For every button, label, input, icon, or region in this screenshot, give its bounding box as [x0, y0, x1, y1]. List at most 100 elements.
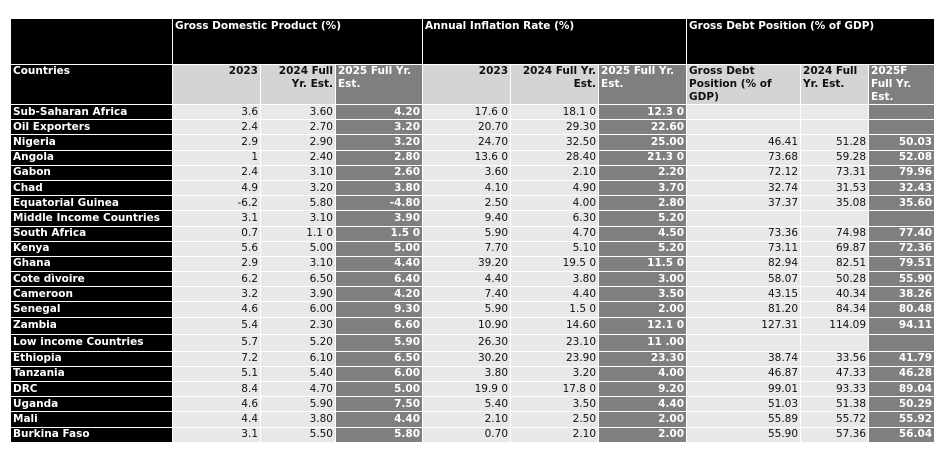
value-cell: 55.90	[686, 426, 802, 443]
value-cell: 1	[172, 149, 261, 166]
value-cell: 2.20	[598, 164, 688, 181]
value-cell: 4.9	[172, 179, 261, 197]
value-cell: 1.5 0	[334, 225, 424, 242]
value-cell: 114.09	[800, 316, 870, 335]
value-cell: 4.70	[260, 380, 336, 398]
value-cell: 3.60	[260, 103, 336, 121]
value-cell: 55.90	[868, 271, 936, 288]
value-cell: 57.36	[800, 426, 870, 443]
value-cell: 46.87	[686, 365, 802, 383]
value-cell: 29.30	[510, 119, 600, 136]
value-cell: 0.70	[422, 426, 512, 443]
value-cell: 17.6 0	[422, 103, 512, 121]
table-row: Mali 4.4 3.80 4.40 2.10 2.50 2.00 55.89 55.72 55.…	[10, 411, 936, 428]
column-header: Gross Debt Position (% of GDP)	[686, 64, 802, 105]
value-cell: 3.80	[334, 179, 424, 197]
value-cell: 5.40	[260, 365, 336, 383]
table-row: Uganda 4.6 5.90 7.50 5.40 3.50 4.40 51.03 51.38 5…	[10, 396, 936, 413]
table-row: Cote dìvoire 6.2 6.50 6.40 4.40 3.80 3.00 58.07…	[10, 271, 936, 288]
value-cell: 5.00	[334, 240, 424, 257]
value-cell: 4.40	[334, 411, 424, 428]
country-name: Low income Countries	[10, 333, 173, 352]
country-name: Middle Income Countries	[10, 210, 173, 227]
value-cell: 35.60	[868, 195, 936, 212]
column-header: 2024 Full Yr. Est.	[800, 64, 870, 105]
value-cell: 3.20	[334, 134, 424, 151]
value-cell: 3.50	[510, 396, 600, 413]
value-cell: 20.70	[422, 119, 512, 136]
column-header: 2025F Full Yr. Est.	[868, 64, 936, 105]
value-cell: 39.20	[422, 255, 512, 273]
value-cell: 51.03	[686, 396, 802, 413]
value-cell: 4.40	[510, 286, 600, 303]
value-cell: 3.10	[260, 255, 336, 273]
empty-cell	[800, 333, 870, 352]
column-header: 2023	[172, 64, 261, 105]
value-cell: 2.30	[260, 316, 336, 335]
value-cell: 46.28	[868, 365, 936, 383]
value-cell: 21.3 0	[598, 149, 688, 166]
value-cell: 4.20	[334, 103, 424, 121]
value-cell: 3.10	[260, 164, 336, 181]
value-cell: 7.50	[334, 396, 424, 413]
value-cell: 38.26	[868, 286, 936, 303]
table-row: Ethiopia 7.2 6.10 6.50 30.20 23.90 23.30 38.74 3…	[10, 350, 936, 367]
value-cell: 3.6	[172, 103, 261, 121]
value-cell: 6.40	[334, 271, 424, 288]
value-cell: 5.90	[334, 333, 424, 352]
value-cell: 52.08	[868, 149, 936, 166]
table-row: Sub-Saharan Africa 3.6 3.60 4.20 17.6 0 18.1 …	[10, 103, 936, 121]
value-cell: 5.4	[172, 316, 261, 335]
value-cell: 6.50	[334, 350, 424, 367]
empty-cell	[800, 210, 870, 227]
value-cell: 9.30	[334, 301, 424, 318]
table-row: Middle Income Countries 3.1 3.10 3.90 9.40 6.…	[10, 210, 936, 227]
value-cell: 41.79	[868, 350, 936, 367]
value-cell: 12.1 0	[598, 316, 688, 335]
value-cell: 5.40	[422, 396, 512, 413]
country-name: Sub-Saharan Africa	[10, 103, 173, 121]
country-name: Uganda	[10, 396, 173, 413]
group-header: Gross Domestic Product (%)	[171, 18, 424, 65]
value-cell: 2.10	[510, 426, 600, 443]
country-name: Gabon	[10, 164, 173, 181]
value-cell: 51.28	[800, 134, 870, 151]
table-row: Senegal 4.6 6.00 9.30 5.90 1.5 0 2.00 81.20 84.3…	[10, 301, 936, 318]
value-cell: 32.43	[868, 179, 936, 197]
value-cell: 5.1	[172, 365, 261, 383]
value-cell: 25.00	[598, 134, 688, 151]
value-cell: 19.9 0	[422, 380, 512, 398]
value-cell: 19.5 0	[510, 255, 600, 273]
empty-cell	[686, 119, 802, 136]
country-name: Equatorial Guinea	[10, 195, 173, 212]
value-cell: 3.20	[260, 179, 336, 197]
value-cell: 2.40	[260, 149, 336, 166]
country-name: South Africa	[10, 225, 173, 242]
value-cell: 4.70	[510, 225, 600, 242]
value-cell: 5.6	[172, 240, 261, 257]
value-cell: 3.10	[260, 210, 336, 227]
value-cell: 5.80	[260, 195, 336, 212]
empty-cell	[800, 103, 870, 121]
value-cell: 12.3 0	[598, 103, 688, 121]
value-cell: 4.40	[598, 396, 688, 413]
value-cell: 3.00	[598, 271, 688, 288]
column-header: 2025 Full Yr. Est.	[334, 64, 424, 105]
value-cell: 46.41	[686, 134, 802, 151]
country-name: Tanzania	[10, 365, 173, 383]
value-cell: 31.53	[800, 179, 870, 197]
country-name: Ethiopia	[10, 350, 173, 367]
value-cell: 4.6	[172, 301, 261, 318]
value-cell: 3.90	[260, 286, 336, 303]
value-cell: 32.74	[686, 179, 802, 197]
value-cell: 82.51	[800, 255, 870, 273]
value-cell: 14.60	[510, 316, 600, 335]
value-cell: 13.6 0	[422, 149, 512, 166]
empty-cell	[868, 119, 936, 136]
value-cell: 4.90	[510, 179, 600, 197]
country-name: Zambia	[10, 316, 173, 335]
value-cell: 2.9	[172, 255, 261, 273]
value-cell: 17.8 0	[510, 380, 600, 398]
country-name: DRC	[10, 380, 173, 398]
value-cell: 5.80	[334, 426, 424, 443]
